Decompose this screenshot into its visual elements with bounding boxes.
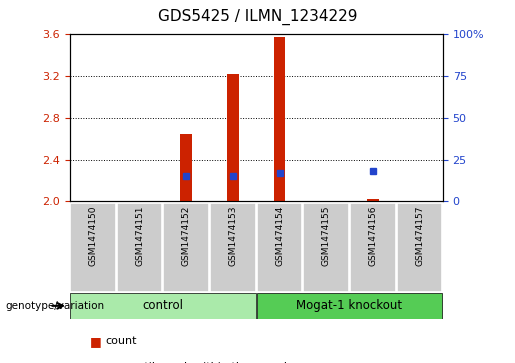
- Text: GSM1474155: GSM1474155: [322, 206, 331, 266]
- Bar: [273, 37, 285, 201]
- Bar: [70, 293, 256, 319]
- Bar: [256, 293, 442, 319]
- Bar: [117, 203, 162, 292]
- Bar: [367, 199, 379, 201]
- Text: count: count: [106, 336, 137, 346]
- Text: GSM1474154: GSM1474154: [275, 206, 284, 266]
- Bar: [350, 203, 396, 292]
- Text: GDS5425 / ILMN_1234229: GDS5425 / ILMN_1234229: [158, 9, 357, 25]
- Bar: [303, 203, 349, 292]
- Text: GSM1474150: GSM1474150: [89, 206, 97, 266]
- Text: Mogat-1 knockout: Mogat-1 knockout: [297, 299, 403, 312]
- Text: ■: ■: [90, 335, 102, 348]
- Text: GSM1474151: GSM1474151: [135, 206, 144, 266]
- Bar: [397, 203, 442, 292]
- Text: percentile rank within the sample: percentile rank within the sample: [106, 362, 294, 363]
- Text: ■: ■: [90, 360, 102, 363]
- Text: GSM1474157: GSM1474157: [415, 206, 424, 266]
- Bar: [256, 203, 302, 292]
- Bar: [163, 203, 209, 292]
- Text: genotype/variation: genotype/variation: [5, 301, 104, 311]
- Text: GSM1474152: GSM1474152: [182, 206, 191, 266]
- Text: control: control: [142, 299, 183, 312]
- Bar: [180, 134, 192, 201]
- Text: GSM1474156: GSM1474156: [368, 206, 377, 266]
- Text: GSM1474153: GSM1474153: [228, 206, 237, 266]
- Bar: [227, 74, 239, 201]
- Bar: [70, 203, 116, 292]
- Bar: [210, 203, 256, 292]
